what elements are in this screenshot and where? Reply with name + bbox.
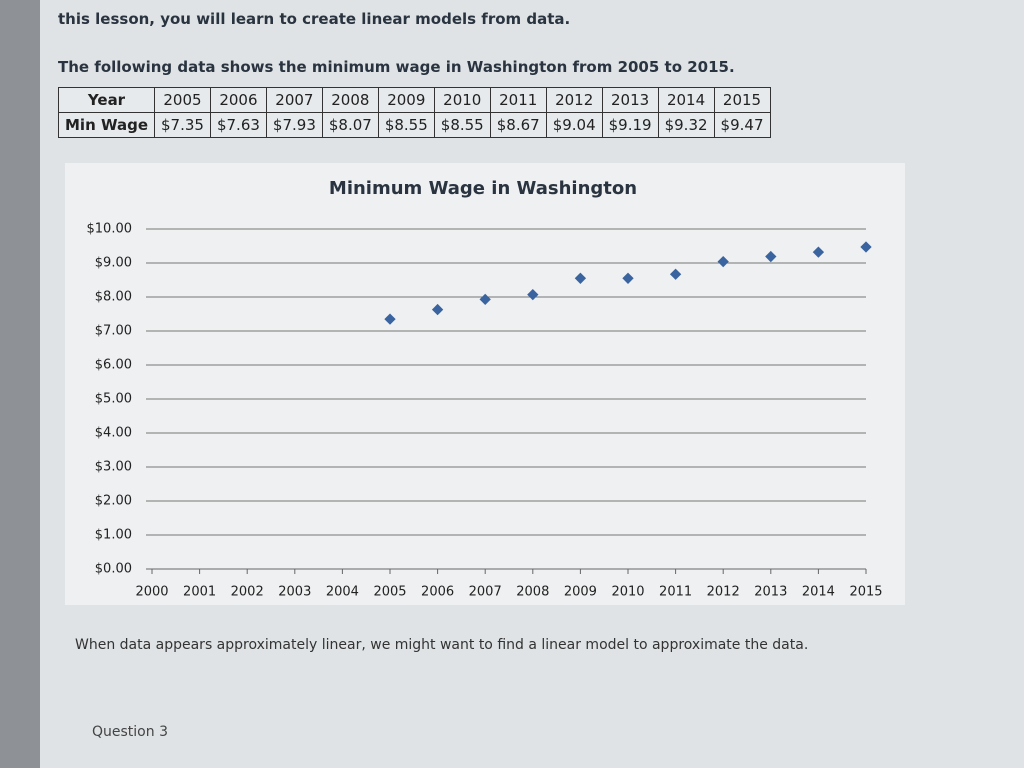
table-cell: $8.55 <box>377 112 435 138</box>
y-tick-label: $7.00 <box>95 324 132 339</box>
table-cell: $7.93 <box>265 112 323 138</box>
table-cell: $9.32 <box>657 112 715 138</box>
x-tick-label: 2011 <box>659 585 692 600</box>
x-tick-label: 2001 <box>183 585 216 600</box>
table-cell: 2009 <box>377 87 435 113</box>
chart: Minimum Wage in Washington $0.00 $1.00 $2.… <box>65 163 905 605</box>
x-tick-label: 2010 <box>611 585 644 600</box>
y-tick-label: $2.00 <box>95 494 132 509</box>
question-link[interactable]: Question 3 <box>92 724 168 740</box>
table-cell: 2006 <box>209 87 267 113</box>
x-tick-label: 2003 <box>278 585 311 600</box>
data-table: Year 2005 2006 2007 2008 2009 2010 2011 2012 2013… <box>57 87 771 138</box>
chart-background <box>65 163 905 605</box>
row-header: Min Wage <box>57 112 156 138</box>
x-tick-label: 2002 <box>231 585 264 600</box>
table-cell: 2013 <box>601 87 659 113</box>
x-tick-label: 2007 <box>469 585 502 600</box>
table-cell: 2007 <box>265 87 323 113</box>
y-tick-label: $9.00 <box>95 256 132 271</box>
note-text: When data appears approximately linear, … <box>75 637 809 653</box>
y-tick-label: $6.00 <box>95 358 132 373</box>
x-tick-label: 2005 <box>373 585 406 600</box>
x-tick-label: 2004 <box>326 585 359 600</box>
table-cell: $7.63 <box>209 112 267 138</box>
table-cell: $8.55 <box>433 112 491 138</box>
x-tick-label: 2008 <box>516 585 549 600</box>
data-point <box>622 272 634 284</box>
data-point <box>860 241 872 253</box>
table-row: Min Wage $7.35 $7.63 $7.93 $8.07 $8.55 $8.55 $8… <box>57 112 771 138</box>
data-point <box>812 246 825 258</box>
x-tick-label: 2000 <box>135 585 168 600</box>
x-tick-label: 2009 <box>564 585 597 600</box>
table-row: Year 2005 2006 2007 2008 2009 2010 2011 2012 2013… <box>57 87 771 113</box>
chart-title: Minimum Wage in Washington <box>329 178 637 199</box>
table-cell: $9.04 <box>545 112 603 138</box>
table-cell: $9.47 <box>713 112 771 138</box>
intro-text: this lesson, you will learn to create li… <box>58 10 571 28</box>
table-cell: 2008 <box>321 87 379 113</box>
x-tick-label: 2015 <box>849 585 882 600</box>
x-tick-label: 2006 <box>421 585 454 600</box>
row-header: Year <box>57 87 156 113</box>
table-cell: $7.35 <box>154 112 211 138</box>
table-cell: 2010 <box>433 87 491 113</box>
y-tick-label: $4.00 <box>95 426 132 441</box>
x-tick-label: 2014 <box>802 585 835 600</box>
table-cell: 2015 <box>713 87 771 113</box>
data-point <box>431 303 444 316</box>
table-cell: $9.19 <box>601 112 659 138</box>
x-tick-label: 2013 <box>754 585 787 600</box>
y-tick-label: $10.00 <box>87 222 133 237</box>
data-point <box>717 255 729 268</box>
y-tick-label: $1.00 <box>95 528 132 543</box>
y-tick-label: $8.00 <box>95 290 132 305</box>
table-cell: 2011 <box>489 87 547 113</box>
table-cell: 2014 <box>657 87 715 113</box>
table-cell: $8.07 <box>321 112 379 138</box>
data-point <box>384 313 396 325</box>
y-tick-label: $0.00 <box>95 562 132 577</box>
y-tick-label: $5.00 <box>95 392 132 407</box>
table-cell: $8.67 <box>489 112 547 138</box>
lead-text: The following data shows the minimum wag… <box>58 58 735 76</box>
table-cell: 2012 <box>545 87 603 113</box>
table-cell: 2005 <box>154 87 211 113</box>
x-tick-label: 2012 <box>707 585 740 600</box>
data-point <box>479 293 491 306</box>
y-tick-label: $3.00 <box>95 460 132 475</box>
